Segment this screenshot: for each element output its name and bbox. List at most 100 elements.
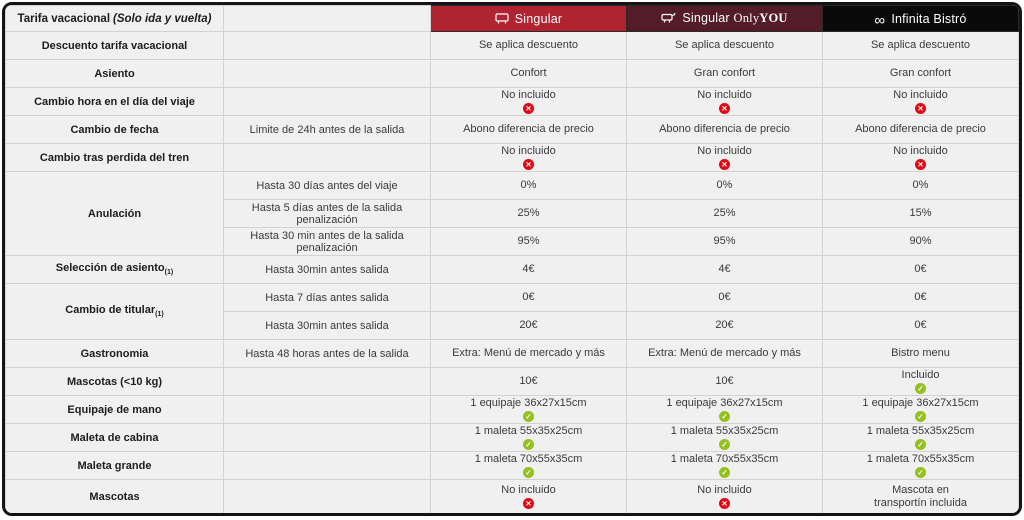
value-text: 15% (909, 207, 932, 219)
value-cell: 0% (626, 171, 823, 200)
value-cell: Se aplica descuento (822, 31, 1019, 60)
value-text: Abono diferencia de precio (463, 123, 594, 135)
value-cell: Abono diferencia de precio (626, 115, 823, 144)
value-cell: 1 equipaje 36x27x15cm (430, 395, 627, 424)
check-icon (523, 439, 534, 450)
row-label: Mascotas (5, 479, 224, 513)
column-label: Singular (682, 11, 730, 25)
value-text: 1 maleta 55x35x25cm (866, 425, 975, 437)
value-cell: 25% (430, 199, 627, 228)
row-label: Maleta de cabina (5, 423, 224, 452)
value-cell: 1 maleta 70x55x35cm (626, 451, 823, 480)
value-text: Confort (510, 67, 547, 79)
value-cell: 0€ (822, 255, 1019, 284)
infinity-icon (874, 12, 891, 26)
value-cell: 0€ (430, 283, 627, 312)
condition-cell: Hasta 5 días antes de la salida penaliza… (223, 199, 431, 228)
value-text: 90% (909, 235, 932, 247)
value-text: 0€ (914, 263, 927, 275)
value-text: No incluido (697, 484, 752, 496)
value-cell: 0€ (822, 311, 1019, 340)
value-text: 25% (517, 207, 540, 219)
value-text: 1 maleta 55x35x25cm (474, 425, 583, 437)
value-text: 95% (713, 235, 736, 247)
row-cambio-titular-2: Hasta 30min antes salida 20€ 20€ 0€ (6, 311, 1019, 340)
value-text: Mascota en (892, 483, 949, 496)
value-text: 1 maleta 70x55x35cm (474, 453, 583, 465)
row-label: Maleta grande (5, 451, 224, 480)
value-cell: Incluido (822, 367, 1019, 396)
value-cell: Extra: Menú de mercado y más (626, 339, 823, 368)
condition-cell: Hasta 48 horas antes de la salida (223, 339, 431, 368)
value-cell: 10€ (626, 367, 823, 396)
header-empty-cell (223, 5, 431, 32)
check-icon (915, 411, 926, 422)
value-cell: 4€ (626, 255, 823, 284)
condition-cell: Hasta 30 días antes del viaje (223, 171, 431, 200)
value-cell: 0€ (626, 283, 823, 312)
cross-icon (523, 103, 534, 114)
value-cell: Confort (430, 59, 627, 88)
row-label: Selección de asiento(1) (5, 255, 224, 284)
value-text: 1 maleta 70x55x35cm (866, 453, 975, 465)
row-gastronomia: Gastronomia Hasta 48 horas antes de la s… (5, 339, 1019, 368)
value-text: 10€ (715, 375, 734, 387)
condition-cell: Hasta 7 días antes salida (223, 283, 431, 312)
footnote-marker: (1) (164, 269, 174, 277)
cross-icon (719, 159, 730, 170)
value-text-line2: transportín incluida (874, 496, 967, 509)
row-descuento: Descuento tarifa vacacional Se aplica de… (5, 31, 1019, 60)
row-label: Descuento tarifa vacacional (5, 31, 224, 60)
value-cell: 15% (822, 199, 1019, 228)
value-cell: Abono diferencia de precio (822, 115, 1019, 144)
value-cell: 20€ (626, 311, 823, 340)
value-cell: 1 equipaje 36x27x15cm (626, 395, 823, 424)
row-cambio-hora: Cambio hora en el día del viaje No inclu… (5, 87, 1019, 116)
value-cell: Gran confort (822, 59, 1019, 88)
value-text: Se aplica descuento (674, 39, 775, 51)
row-label: Equipaje de mano (5, 395, 224, 424)
check-icon (915, 467, 926, 478)
value-text: No incluido (501, 484, 556, 496)
condition-cell: Hasta 30min antes salida (223, 311, 431, 340)
row-label: Cambio hora en el día del viaje (5, 87, 224, 116)
value-cell: 90% (822, 227, 1019, 256)
value-text: No incluido (501, 89, 556, 101)
column-label: Singular (514, 11, 563, 26)
row-asiento: Asiento Confort Gran confort Gran confor… (5, 59, 1019, 88)
value-cell: 1 maleta 70x55x35cm (822, 451, 1019, 480)
value-cell: 1 maleta 55x35x25cm (822, 423, 1019, 452)
value-cell: 20€ (430, 311, 627, 340)
value-text: 0% (716, 179, 733, 191)
value-cell: No incluido (822, 87, 1019, 116)
value-text: No incluido (893, 145, 948, 157)
value-text: 0€ (914, 291, 927, 303)
row-seleccion-asiento: Selección de asiento(1) Hasta 30min ante… (5, 255, 1019, 284)
value-cell: Bistro menu (822, 339, 1019, 368)
value-cell: Extra: Menú de mercado y más (430, 339, 627, 368)
value-text: Incluido (901, 369, 940, 381)
value-cell: 10€ (430, 367, 627, 396)
value-text: Abono diferencia de precio (659, 123, 790, 135)
value-cell: Gran confort (626, 59, 823, 88)
value-cell: No incluido (430, 87, 627, 116)
value-text: 95% (517, 235, 540, 247)
row-maleta-cabina: Maleta de cabina 1 maleta 55x35x25cm 1 m… (5, 423, 1019, 452)
check-icon (523, 411, 534, 422)
value-text: 1 maleta 70x55x35cm (670, 453, 779, 465)
value-text: 0% (912, 179, 929, 191)
row-equipaje-mano: Equipaje de mano 1 equipaje 36x27x15cm 1… (5, 395, 1019, 424)
condition-cell (223, 143, 431, 172)
row-label-text: Cambio de titular (65, 304, 156, 317)
column-header-singular-onlyyou: Singular OnlyYOU (626, 5, 823, 32)
value-text: 10€ (519, 375, 538, 387)
column-header-infinita-bistro: Infinita Bistró (822, 5, 1019, 32)
value-cell: Abono diferencia de precio (430, 115, 627, 144)
row-maleta-grande: Maleta grande 1 maleta 70x55x35cm 1 male… (5, 451, 1019, 480)
check-icon (915, 383, 926, 394)
value-cell: 95% (430, 227, 627, 256)
value-cell: 1 maleta 55x35x25cm (430, 423, 627, 452)
value-text: Bistro menu (891, 347, 950, 359)
value-cell: No incluido (626, 87, 823, 116)
value-text: Se aplica descuento (870, 39, 971, 51)
